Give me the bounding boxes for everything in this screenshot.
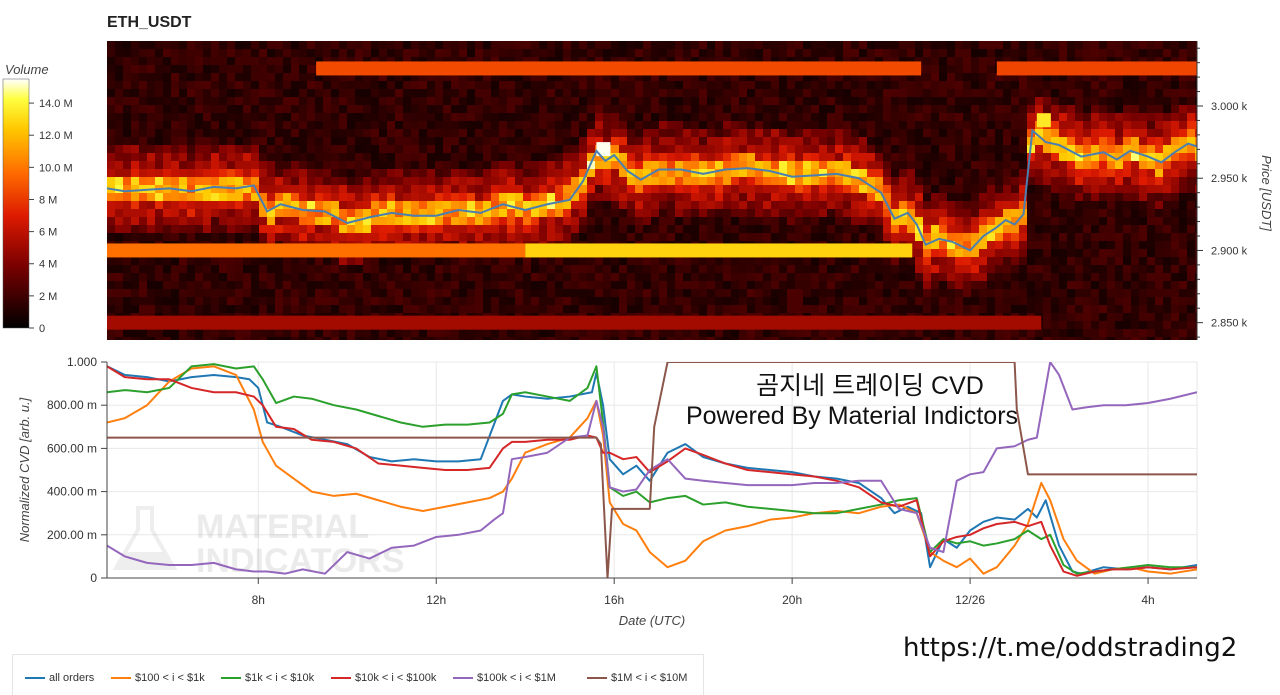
cvd-x-tick-label: 12h: [426, 593, 446, 607]
legend-label: $1M < i < $10M: [611, 672, 687, 684]
price-tick-label: 2.950 k: [1211, 173, 1248, 185]
legend-item[interactable]: $10k < i < $100k: [331, 672, 436, 684]
legend-item[interactable]: $100 < i < $1k: [111, 672, 205, 684]
colorbar-tick-label: 2 M: [39, 291, 57, 303]
colorbar-tick-label: 4 M: [39, 259, 57, 271]
y-axis-label: Normalized CVD [arb. u.]: [17, 397, 32, 542]
liquidity-level: [107, 243, 525, 257]
liquidity-level: [107, 316, 1041, 330]
price-axis-label: Price [USDT]: [1259, 155, 1274, 231]
legend-item[interactable]: all orders: [25, 672, 94, 684]
annotation-line-1: 곰지네 트레이딩 CVD: [756, 372, 984, 400]
colorbar-label: Volume: [5, 62, 49, 77]
liquidity-level: [316, 61, 921, 75]
legend-swatch: [587, 677, 607, 679]
watermark-line-2: INDICATORS: [196, 542, 404, 580]
legend-label: $100k < i < $1M: [477, 672, 556, 684]
channel-url[interactable]: https://t.me/oddstrading2: [903, 633, 1237, 663]
cvd-x-tick-label: 8h: [252, 593, 265, 607]
liquidity-level: [525, 243, 912, 257]
legend-item[interactable]: $1M < i < $10M: [587, 672, 687, 684]
colorbar: Volume 0 2 M 4 M 6 M 8 M 10.0 M 12.0 M 14.0 M: [3, 62, 73, 335]
cvd-x-tick-label: 20h: [782, 593, 802, 607]
legend-swatch: [331, 677, 351, 679]
cvd-y-tick-label: 1.000: [67, 355, 97, 369]
legend-item[interactable]: $1k < i < $10k: [221, 672, 314, 684]
watermark-line-1: MATERIAL: [196, 508, 369, 546]
colorbar-tick-label: 8 M: [39, 194, 57, 206]
cvd-y-tick-label: 400.00 m: [47, 485, 97, 499]
cvd-y-tick-label: 0: [90, 571, 97, 585]
x-axis-label: Date (UTC): [619, 613, 685, 628]
liquidity-level: [997, 61, 1197, 75]
legend-swatch: [221, 677, 241, 679]
cvd-x-tick-label: 16h: [604, 593, 624, 607]
colorbar-tick-label: 14.0 M: [39, 98, 73, 110]
colorbar-tick-label: 10.0 M: [39, 162, 73, 174]
cvd-x-tick-label: 12/26: [955, 593, 985, 607]
colorbar-tick-label: 0: [39, 323, 45, 335]
cvd-x-tick-label: 4h: [1141, 593, 1154, 607]
legend-label: $10k < i < $100k: [355, 672, 436, 684]
colorbar-gradient: [3, 79, 29, 328]
legend: all orders $100 < i < $1k $1k < i < $10k $1…: [12, 654, 704, 695]
price-tick-label: 3.000 k: [1211, 101, 1248, 113]
cvd-panel: MATERIAL INDICATORS 0 200.00 m 400.00 m 600…: [17, 355, 1197, 628]
cvd-y-tick-label: 800.00 m: [47, 398, 97, 412]
cvd-y-tick-label: 600.00 m: [47, 441, 97, 455]
legend-item[interactable]: $100k < i < $1M: [453, 672, 556, 684]
cvd-y-tick-label: 200.00 m: [47, 528, 97, 542]
legend-swatch: [25, 677, 45, 679]
price-tick-label: 2.900 k: [1211, 245, 1248, 257]
price-tick-label: 2.850 k: [1211, 318, 1248, 330]
colorbar-tick-label: 12.0 M: [39, 130, 73, 142]
colorbar-tick-label: 6 M: [39, 227, 57, 239]
annotation-line-2: Powered By Material Indictors: [686, 402, 1018, 430]
legend-label: all orders: [49, 672, 94, 684]
legend-swatch: [111, 677, 131, 679]
heatmap-panel: 2.850 k 2.900 k 2.950 k 3.000 k Price [USDT…: [107, 41, 1274, 346]
legend-label: $1k < i < $10k: [245, 672, 314, 684]
legend-swatch: [453, 677, 473, 679]
legend-label: $100 < i < $1k: [135, 672, 205, 684]
